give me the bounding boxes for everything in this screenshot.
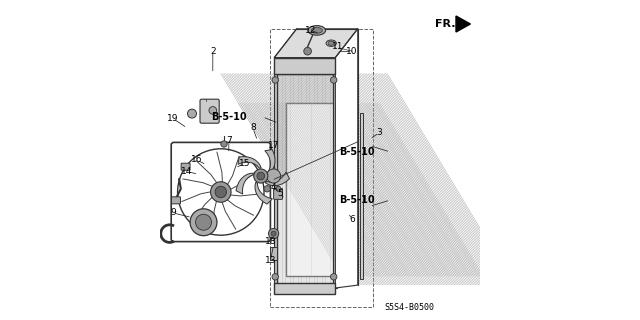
Bar xyxy=(285,103,333,276)
Text: 7: 7 xyxy=(226,136,232,145)
Polygon shape xyxy=(275,283,335,294)
Bar xyxy=(277,74,333,285)
Bar xyxy=(333,70,337,288)
Circle shape xyxy=(209,107,216,114)
Text: 8: 8 xyxy=(250,124,255,132)
Polygon shape xyxy=(456,16,470,32)
Circle shape xyxy=(215,186,227,198)
FancyBboxPatch shape xyxy=(274,188,283,199)
Circle shape xyxy=(188,109,196,118)
Text: 4: 4 xyxy=(271,183,276,192)
Circle shape xyxy=(331,274,337,280)
Text: 15: 15 xyxy=(239,159,250,168)
Text: B-5-10: B-5-10 xyxy=(339,195,374,205)
Polygon shape xyxy=(255,182,273,204)
Polygon shape xyxy=(265,172,289,186)
Circle shape xyxy=(190,209,217,236)
Bar xyxy=(360,113,363,279)
Circle shape xyxy=(196,214,211,230)
Text: 6: 6 xyxy=(349,215,355,224)
Circle shape xyxy=(267,169,281,183)
Text: 11: 11 xyxy=(332,42,343,51)
Circle shape xyxy=(272,274,278,280)
FancyBboxPatch shape xyxy=(200,99,219,123)
Text: B-5-10: B-5-10 xyxy=(211,112,246,122)
Text: 19: 19 xyxy=(167,114,179,123)
Circle shape xyxy=(272,77,278,83)
Polygon shape xyxy=(335,29,358,288)
Circle shape xyxy=(211,182,231,202)
Circle shape xyxy=(331,77,337,83)
Text: 3: 3 xyxy=(376,128,382,137)
Text: 18: 18 xyxy=(265,237,276,246)
Circle shape xyxy=(178,149,264,235)
Circle shape xyxy=(271,231,276,236)
FancyBboxPatch shape xyxy=(181,163,190,170)
Circle shape xyxy=(304,47,312,55)
FancyBboxPatch shape xyxy=(270,247,278,260)
Text: 13: 13 xyxy=(265,256,276,265)
Text: 16: 16 xyxy=(191,156,202,164)
Circle shape xyxy=(264,186,270,192)
Polygon shape xyxy=(236,173,253,194)
Circle shape xyxy=(221,141,227,147)
Ellipse shape xyxy=(326,40,337,46)
Circle shape xyxy=(269,228,279,239)
Ellipse shape xyxy=(308,26,326,35)
Text: 5: 5 xyxy=(277,189,283,198)
Ellipse shape xyxy=(311,28,323,33)
Text: 2: 2 xyxy=(210,47,216,56)
Text: 17: 17 xyxy=(268,141,279,150)
Text: FR.: FR. xyxy=(435,19,455,29)
Text: B-5-10: B-5-10 xyxy=(339,147,374,157)
FancyBboxPatch shape xyxy=(172,142,270,242)
Circle shape xyxy=(257,172,265,180)
Text: 10: 10 xyxy=(346,47,358,56)
Text: 14: 14 xyxy=(180,167,192,176)
Polygon shape xyxy=(265,149,275,174)
Polygon shape xyxy=(238,156,261,168)
Ellipse shape xyxy=(328,41,335,45)
Polygon shape xyxy=(275,58,335,74)
Bar xyxy=(270,29,372,307)
Text: S5S4-B0500: S5S4-B0500 xyxy=(385,303,435,312)
Text: 9: 9 xyxy=(170,208,175,217)
Bar xyxy=(274,70,278,288)
FancyBboxPatch shape xyxy=(172,197,180,204)
Circle shape xyxy=(276,186,281,191)
Text: 12: 12 xyxy=(305,26,316,35)
Circle shape xyxy=(253,169,268,183)
Polygon shape xyxy=(275,29,358,58)
